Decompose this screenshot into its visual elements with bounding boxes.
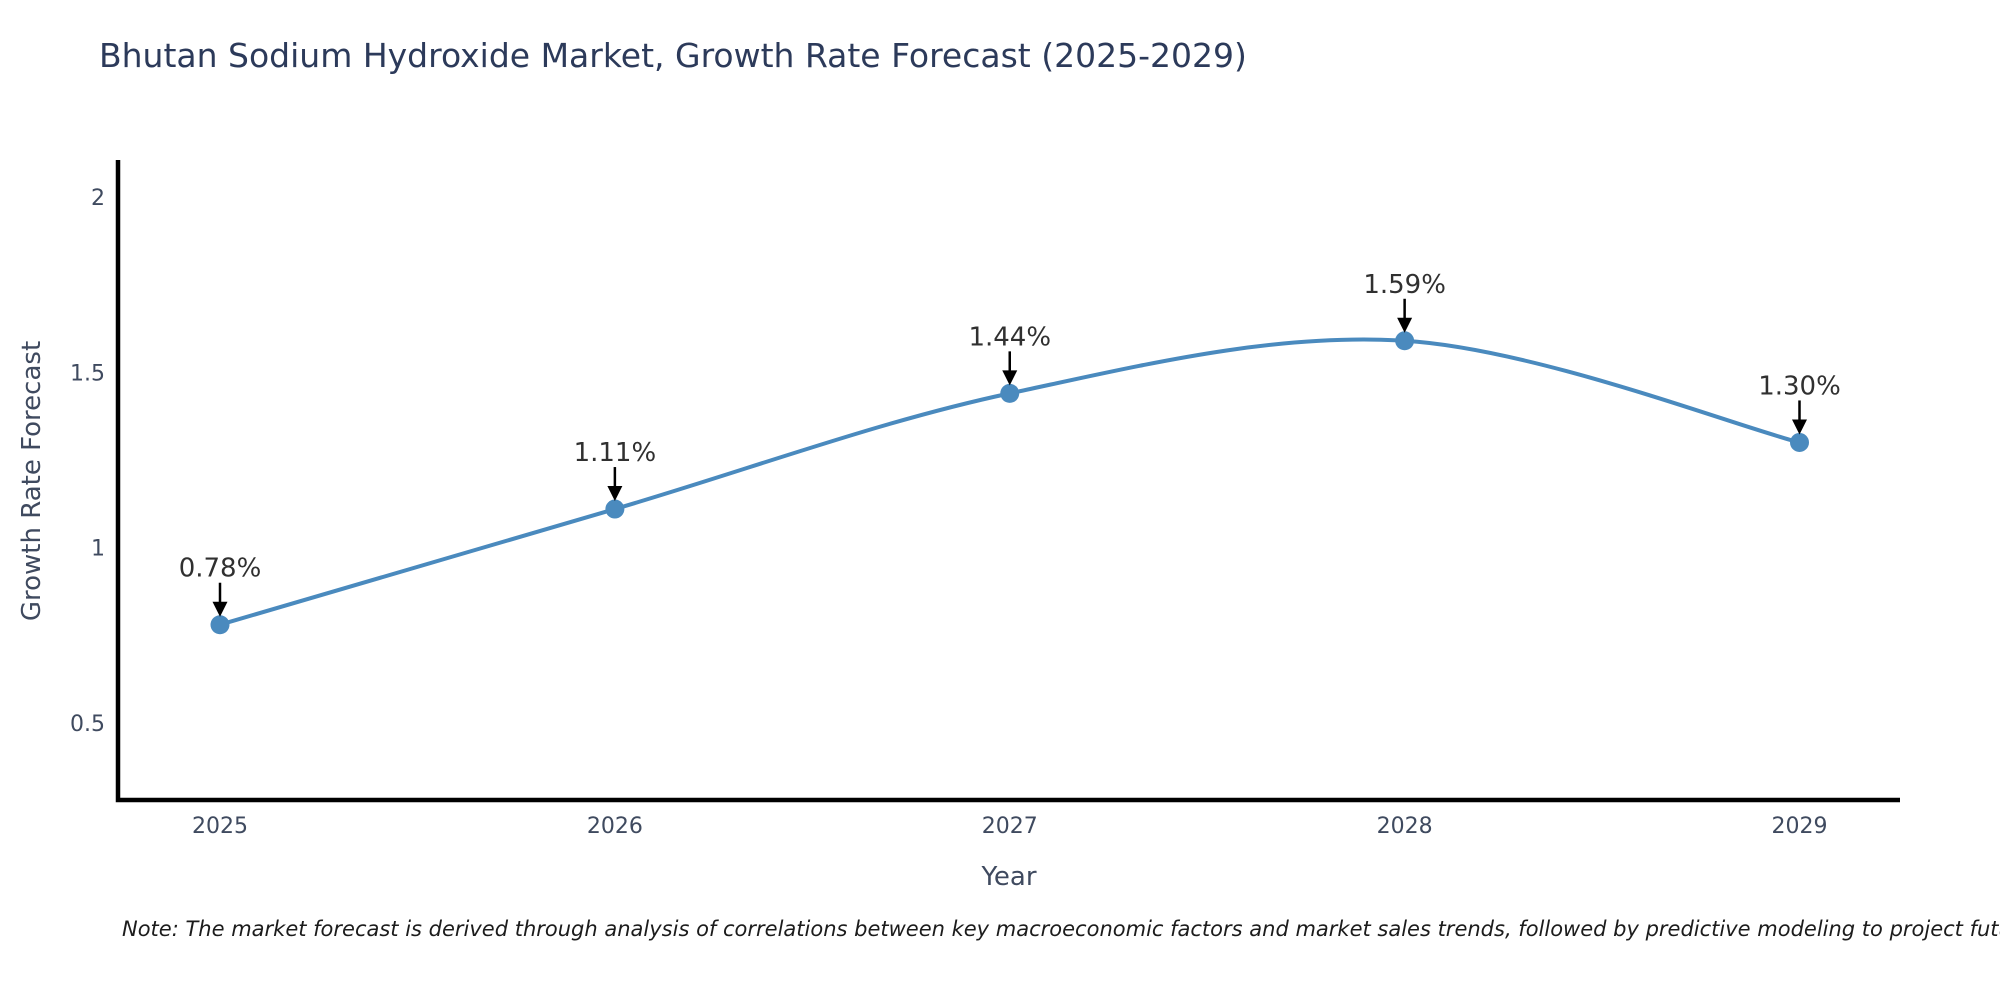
data-point-marker: [605, 499, 625, 519]
annotation-arrowhead: [212, 601, 228, 617]
x-tick-label: 2025: [192, 814, 248, 839]
y-tick-label: 1.5: [70, 361, 105, 386]
annotation-arrowhead: [607, 486, 623, 502]
data-point-label: 0.78%: [179, 554, 262, 584]
x-tick-label: 2028: [1377, 814, 1433, 839]
data-point-marker: [1395, 331, 1415, 351]
data-point-marker: [1000, 383, 1020, 403]
x-tick-label: 2027: [982, 814, 1038, 839]
x-tick-label: 2026: [587, 814, 643, 839]
annotation-arrowhead: [1792, 419, 1807, 435]
axes-spines: [115, 160, 1900, 803]
data-point-label: 1.11%: [574, 438, 657, 468]
data-point-marker: [1790, 432, 1809, 452]
data-point-label: 1.59%: [1363, 270, 1446, 300]
x-axis-title: Year: [981, 862, 1037, 892]
x-tick-label: 2029: [1772, 814, 1828, 839]
y-tick-label: 2: [91, 186, 105, 211]
chart-title: Bhutan Sodium Hydroxide Market, Growth R…: [99, 36, 1247, 75]
y-tick-label: 0.5: [70, 712, 105, 737]
footnote: Note: The market forecast is derived thr…: [122, 917, 2000, 941]
data-point-label: 1.44%: [968, 322, 1051, 352]
annotation-arrowhead: [1002, 370, 1018, 386]
data-point-marker: [210, 615, 230, 635]
data-point-label: 1.30%: [1758, 371, 1841, 401]
annotation-arrowhead: [1397, 317, 1413, 333]
y-tick-label: 1: [91, 537, 105, 562]
